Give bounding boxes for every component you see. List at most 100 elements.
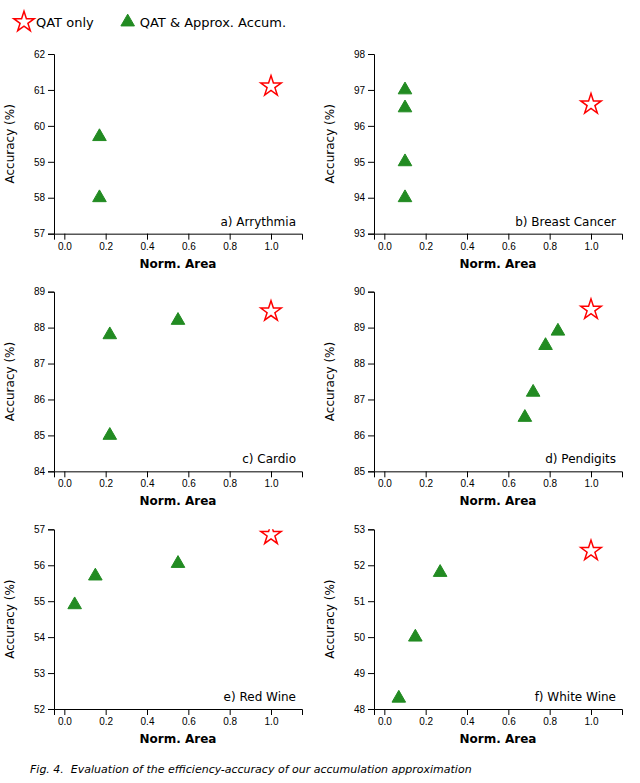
tick-mark [508,471,509,477]
tick-mark [48,162,54,163]
tick-label: 0.6 [182,716,196,727]
tick-label: 1.0 [265,478,279,489]
tick-label: 1.0 [265,716,279,727]
tick-mark [230,471,231,477]
texts: Norm. Area Accuracy (%) d) Pendigits [323,342,616,509]
tick-label: 0.6 [502,716,516,727]
x-axis: 0.00.20.40.60.81.0 [375,234,623,252]
tick: 0.4 [141,709,155,727]
tick: 0.4 [141,471,155,489]
tick-label: 0.4 [141,716,155,727]
point [93,190,107,202]
point [171,556,185,568]
tick: 58 [34,192,54,203]
tick-mark [384,471,385,477]
point [581,540,601,559]
tick-label: 56 [34,560,46,571]
tick: 0.4 [141,234,155,252]
subplot-title: a) Arrythmia [220,215,296,229]
point [398,82,412,94]
tick-mark [426,234,427,240]
tick: 1.0 [265,471,279,489]
y-axis-title: Accuracy (%) [323,342,337,421]
legend-symbol [121,14,135,26]
tick: 94 [354,192,374,203]
tick-mark [48,364,54,365]
tick-mark [426,471,427,477]
x-axis-line [55,234,303,240]
tick-mark [368,234,374,235]
tick: 0.0 [58,709,72,727]
x-axis: 0.00.20.40.60.81.0 [55,471,303,489]
tick-label: 57 [34,524,46,535]
series [261,301,281,320]
tick-label: 1.0 [585,241,599,252]
tick-mark [550,471,551,477]
tick-mark [368,565,374,566]
series [581,540,601,559]
tick-mark [48,54,54,55]
tick: 56 [34,560,54,571]
x-axis: 0.00.20.40.60.81.0 [375,709,623,727]
subplot-title: d) Pendigits [545,452,616,466]
tick-label: 0.4 [141,478,155,489]
tick: 49 [354,668,374,679]
caption: Fig. 4. Evaluation of the efficiency-acc… [30,763,472,776]
point [93,129,107,141]
tick: 60 [34,121,54,132]
y-axis-line [48,530,55,710]
tick-label: 0.0 [378,716,392,727]
tick-label: 51 [354,596,366,607]
series [261,529,281,543]
x-axis-line [375,472,623,478]
tick: 0.4 [461,709,475,727]
tick: 48 [354,704,374,715]
tick-mark [188,234,189,240]
tick-label: 1.0 [265,241,279,252]
subplot: 0.00.20.40.60.81.0525354555657Norm. Area… [3,524,303,746]
point [539,338,553,350]
x-axis-title: Norm. Area [460,732,537,746]
tick: 1.0 [265,709,279,727]
tick-label: 0.2 [419,241,433,252]
tick-label: 0.0 [378,478,392,489]
tick: 0.2 [419,471,433,489]
series [518,323,565,421]
point [261,301,281,320]
tick: 98 [354,49,374,60]
tick: 0.2 [419,234,433,252]
tick-mark [48,399,54,400]
tick-mark [467,471,468,477]
x-axis-title: Norm. Area [460,494,537,508]
tick: 52 [354,560,374,571]
tick: 0.8 [223,471,237,489]
tick: 0.2 [99,709,113,727]
x-axis-title: Norm. Area [140,494,217,508]
tick-label: 98 [354,49,366,60]
tick-label: 0.2 [419,478,433,489]
tick-label: 53 [354,524,366,535]
tick-label: 0.4 [461,478,475,489]
plot-area [392,540,601,702]
tick: 1.0 [585,234,599,252]
y-axis: 848586878889 [34,286,55,477]
plot-area [93,76,282,202]
x-axis-line [55,710,303,716]
y-axis: 939495969798 [354,49,375,240]
legend-label: QAT only [36,15,94,30]
series [68,556,185,609]
tick-label: 0.8 [223,716,237,727]
tick: 97 [354,85,374,96]
tick-label: 85 [34,430,46,441]
point [526,384,540,396]
tick-mark [368,601,374,602]
x-axis-line [375,710,623,716]
series [392,565,447,703]
tick: 86 [354,430,374,441]
tick-mark [230,709,231,715]
legend-item: QAT only [14,11,94,30]
tick-label: 57 [34,228,46,239]
tick: 85 [34,430,54,441]
series [581,94,601,113]
point [392,690,406,702]
